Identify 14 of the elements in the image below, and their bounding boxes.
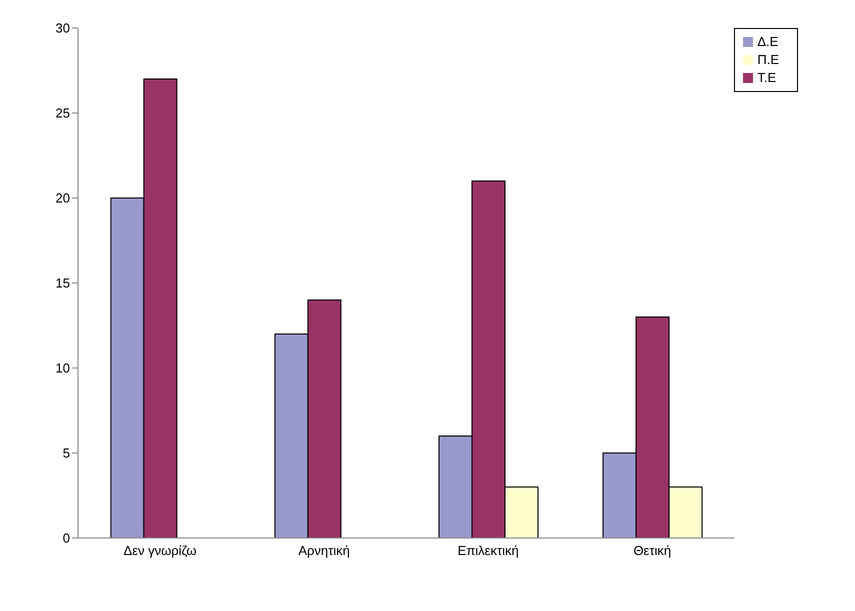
y-tick-label: 10 — [56, 360, 70, 376]
legend-label: Π.Ε — [757, 52, 779, 67]
legend-label: Τ.Ε — [757, 70, 776, 85]
y-tick-label: 5 — [62, 446, 70, 461]
x-tick-label: Δεν γνωρίζω — [124, 543, 197, 558]
y-tick-label: 25 — [56, 106, 70, 121]
y-tick-label: 0 — [62, 530, 70, 546]
x-tick-label: Θετική — [633, 543, 672, 558]
y-tick-label: 20 — [56, 190, 70, 206]
y-tick-label: 30 — [56, 20, 70, 36]
x-tick-label: Αρνητική — [298, 543, 350, 558]
y-tick-label: 15 — [56, 276, 70, 291]
legend-label: Δ.Ε — [757, 34, 778, 49]
x-tick-label: Επιλεκτική — [458, 543, 519, 558]
